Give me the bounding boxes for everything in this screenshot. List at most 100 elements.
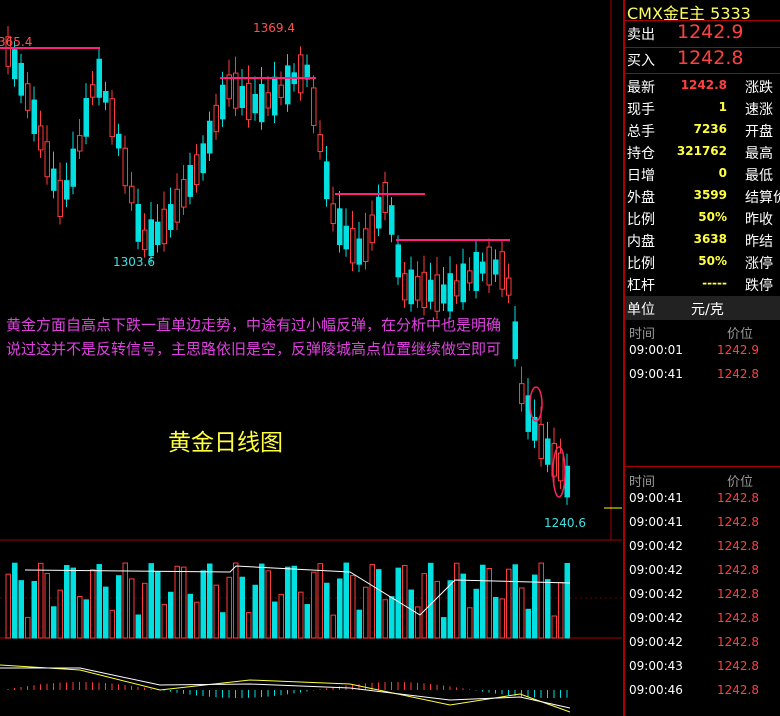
stat-value: 7236 (693, 122, 727, 136)
stat-label: 昨收 (745, 212, 773, 228)
volume-bar (12, 562, 18, 639)
candle-body (103, 91, 109, 103)
tick-time: 09:00:42 (629, 635, 683, 649)
volume-bar (116, 575, 122, 639)
volume-bar (285, 566, 291, 639)
candle-body (25, 83, 31, 111)
volume-bar (499, 598, 505, 639)
candle-body (259, 84, 265, 123)
volume-bar (83, 599, 89, 639)
candle-body (38, 125, 44, 151)
candle-body (415, 275, 421, 301)
volume-bar (389, 596, 395, 639)
candle-body (226, 74, 232, 100)
candle-body (363, 228, 369, 263)
volume-bar (467, 607, 473, 639)
stat-label: 比例 (627, 256, 655, 272)
volume-bar (434, 580, 440, 639)
candle-body (122, 147, 128, 187)
candle-body (519, 383, 525, 405)
stat-label: 最低 (745, 168, 773, 184)
volume-bar (350, 575, 356, 639)
candle-body (324, 161, 330, 200)
volume-bar (382, 599, 388, 639)
candle-body (239, 85, 245, 109)
stat-label: 涨停 (745, 256, 773, 272)
candle-body (220, 84, 226, 120)
panel-title: CMX金E主 5333 (627, 4, 751, 23)
candle-body (285, 65, 291, 105)
candle-body (447, 273, 453, 312)
candle-body (116, 133, 122, 149)
volume-bar (421, 573, 427, 639)
volume-bar (480, 564, 486, 639)
quote-value: 1242.8 (677, 47, 744, 69)
candle-body (155, 221, 161, 246)
volume-bar (291, 565, 297, 639)
volume-bar (44, 573, 50, 639)
volume-bar (207, 563, 213, 639)
column-header: 时间 (629, 475, 656, 490)
column-header: 时间 (629, 327, 656, 342)
volume-bar (252, 584, 258, 639)
candle-body (207, 120, 213, 154)
tick-time: 09:00:42 (629, 587, 683, 601)
candle-body (12, 49, 18, 80)
candle-body (70, 148, 76, 187)
volume-bar (441, 617, 447, 639)
tick-price: 1242.8 (717, 491, 759, 505)
candle-body (356, 238, 362, 265)
candle-body (109, 98, 115, 138)
candle-body (330, 203, 336, 225)
volume-bar (168, 591, 174, 639)
volume-bar (142, 582, 148, 639)
volume-bar (519, 587, 525, 639)
volume-bar (538, 562, 544, 639)
unit-label: 单位 (627, 302, 655, 318)
candle-body (142, 229, 148, 251)
stat-label: 外盘 (627, 190, 655, 206)
volume-bar (155, 571, 161, 639)
stat-label: 涨跌 (745, 80, 773, 96)
candle-body (64, 180, 70, 200)
candle-body (57, 179, 63, 217)
candle-body (499, 251, 505, 290)
candle-body (90, 84, 96, 98)
candle-body (18, 62, 24, 96)
volume-bar (337, 578, 343, 639)
tick-time: 09:00:42 (629, 563, 683, 577)
candle-body (408, 269, 414, 305)
volume-bar (564, 562, 570, 639)
tick-time: 09:00:41 (629, 515, 683, 529)
candle-body (493, 259, 499, 275)
volume-bar (525, 608, 531, 639)
volume-bar (298, 591, 304, 639)
candle-body (441, 284, 447, 304)
candle-body (382, 182, 388, 213)
tick-price: 1242.8 (717, 659, 759, 673)
volume-bar (239, 576, 245, 639)
tick-price: 1242.8 (717, 611, 759, 625)
volume-bar (70, 567, 76, 639)
candle-body (174, 188, 180, 223)
candle-body (454, 280, 460, 297)
volume-bar (25, 616, 31, 639)
tick-price: 1242.8 (717, 587, 759, 601)
volume-bar (493, 596, 499, 639)
volume-bar (90, 569, 96, 639)
tick-time: 09:00:42 (629, 611, 683, 625)
tick-price: 1242.8 (717, 539, 759, 553)
stat-value: 3599 (693, 188, 727, 202)
volume-bar (486, 568, 492, 639)
volume-bar (181, 566, 187, 639)
tick-time: 09:00:01 (629, 343, 683, 357)
price-label: 1303.6 (113, 255, 155, 269)
candle-body (77, 135, 83, 152)
tick-time: 09:00:46 (629, 683, 683, 697)
ma-line (24, 565, 571, 616)
candle-body (395, 244, 401, 278)
volume-bar (233, 562, 239, 639)
volume-bar (428, 562, 434, 639)
candle-body (278, 84, 284, 98)
unit-value: 元/克 (691, 302, 724, 318)
